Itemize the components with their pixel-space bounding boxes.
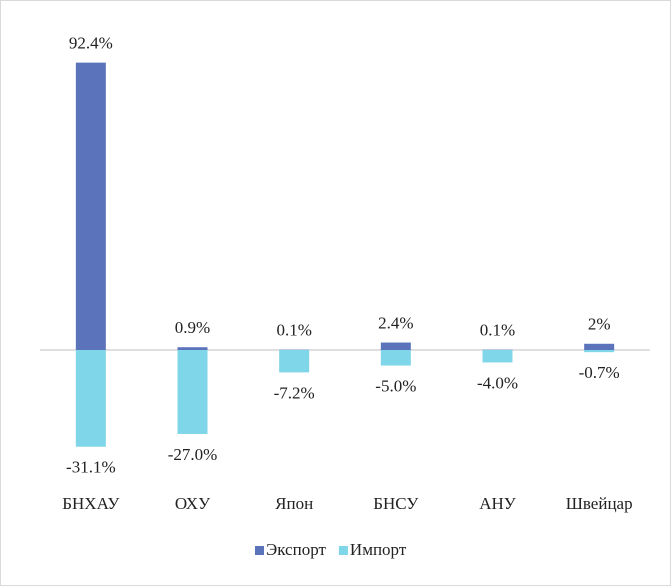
x-tick-label: ОХУ (175, 494, 211, 513)
data-label: 0.1% (276, 321, 311, 340)
data-label: 92.4% (69, 34, 113, 53)
x-tick-label: Швейцар (566, 494, 633, 513)
bar (380, 350, 411, 366)
legend-swatch (338, 546, 348, 555)
x-tick-label: БНСУ (373, 494, 419, 513)
x-tick-label: БНХАУ (62, 494, 120, 513)
bar (584, 343, 615, 350)
data-label: -27.0% (168, 445, 218, 464)
data-label: 0.1% (480, 321, 515, 340)
data-label: -4.0% (477, 373, 518, 392)
bar (177, 347, 208, 350)
data-label: -7.2% (274, 383, 315, 402)
x-tick-label: АНУ (479, 494, 517, 513)
bar (75, 350, 106, 447)
legend-label: Импорт (350, 540, 407, 559)
data-label: -0.7% (579, 363, 620, 382)
data-label: 0.9% (175, 318, 210, 337)
bar (177, 350, 208, 434)
bar (380, 342, 411, 350)
data-label: -31.1% (66, 458, 116, 477)
x-tick-label: Япон (275, 494, 313, 513)
legend-label: Экспорт (266, 540, 326, 559)
data-label: -5.0% (375, 376, 416, 395)
bar (75, 62, 106, 351)
bar (279, 350, 310, 373)
legend-swatch (255, 546, 264, 555)
data-label: 2.4% (378, 313, 413, 332)
data-label: 2% (588, 315, 611, 334)
bar (482, 350, 513, 363)
bar (584, 350, 615, 353)
